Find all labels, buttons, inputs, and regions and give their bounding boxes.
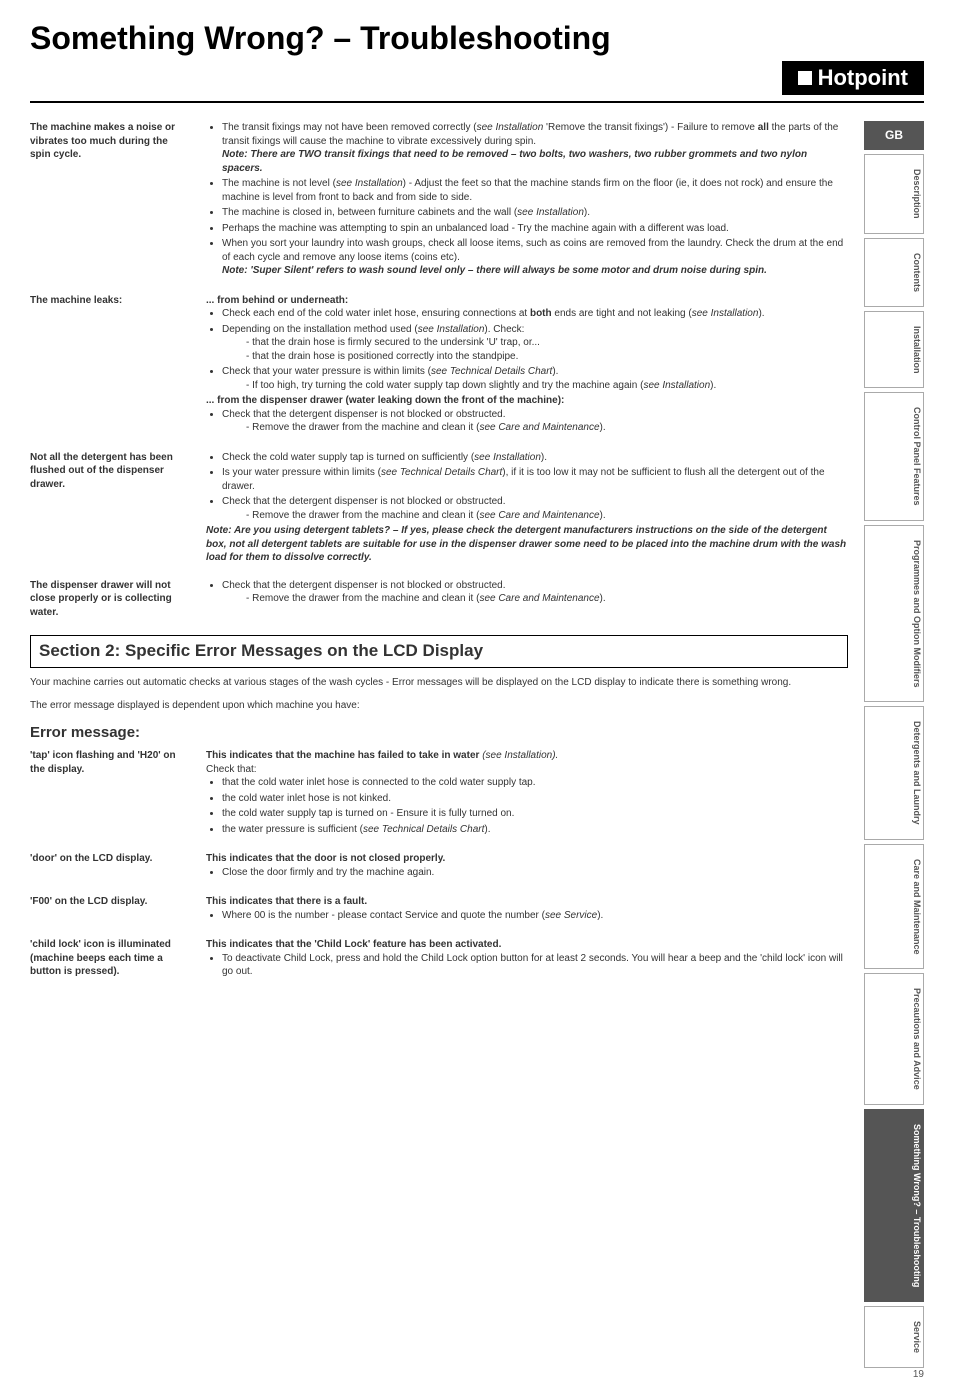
row-error-tap: 'tap' icon flashing and 'H20' on the dis… bbox=[30, 749, 848, 838]
tab-installation[interactable]: Installation bbox=[864, 311, 924, 389]
brand-badge: Hotpoint bbox=[782, 61, 924, 95]
section2-intro2: The error message displayed is dependent… bbox=[30, 699, 848, 713]
dispenser-bullet-1: Check that the detergent dispenser is no… bbox=[222, 579, 848, 606]
row-detergent-label: Not all the detergent has been flushed o… bbox=[30, 451, 190, 565]
tab-programmes[interactable]: Programmes and Option Modifiers bbox=[864, 525, 924, 703]
content-wrap: The machine makes a noise or vibrates to… bbox=[30, 121, 924, 1368]
error-tap-label: 'tap' icon flashing and 'H20' on the dis… bbox=[30, 749, 190, 838]
leaks-bullet-2: Depending on the installation method use… bbox=[222, 323, 848, 364]
row-noise-label: The machine makes a noise or vibrates to… bbox=[30, 121, 190, 280]
leaks-heading-2: ... from the dispenser drawer (water lea… bbox=[206, 394, 848, 408]
row-dispenser-body: Check that the detergent dispenser is no… bbox=[206, 579, 848, 620]
error-child-label: 'child lock' icon is illuminated (machin… bbox=[30, 938, 190, 981]
row-leaks-body: ... from behind or underneath: Check eac… bbox=[206, 294, 848, 437]
tap-bullet-1: that the cold water inlet hose is connec… bbox=[222, 776, 848, 790]
leaks-heading-1: ... from behind or underneath: bbox=[206, 294, 848, 308]
child-bullet-1: To deactivate Child Lock, press and hold… bbox=[222, 952, 848, 979]
noise-note-1: Note: There are TWO transit fixings that… bbox=[222, 148, 848, 175]
page-number: 19 bbox=[913, 1369, 924, 1380]
leaks-bullet-3: Check that your water pressure is within… bbox=[222, 365, 848, 392]
row-noise-body: The transit fixings may not have been re… bbox=[206, 121, 848, 280]
row-detergent-body: Check the cold water supply tap is turne… bbox=[206, 451, 848, 565]
error-tap-body: This indicates that the machine has fail… bbox=[206, 749, 848, 838]
leaks-bullet-4: Check that the detergent dispenser is no… bbox=[222, 408, 848, 435]
row-leaks-label: The machine leaks: bbox=[30, 294, 190, 437]
row-error-f00: 'F00' on the LCD display. This indicates… bbox=[30, 895, 848, 924]
tap-bullet-3: the cold water supply tap is turned on -… bbox=[222, 807, 848, 821]
tab-gb[interactable]: GB bbox=[864, 121, 924, 150]
noise-bullet-4: Perhaps the machine was attempting to sp… bbox=[222, 222, 848, 236]
tap-bullet-4: the water pressure is sufficient (see Te… bbox=[222, 823, 848, 837]
noise-bullet-3: The machine is closed in, between furnit… bbox=[222, 206, 848, 220]
noise-bullet-1: The transit fixings may not have been re… bbox=[222, 121, 848, 175]
row-dispenser-label: The dispenser drawer will not close prop… bbox=[30, 579, 190, 620]
error-message-heading: Error message: bbox=[30, 723, 848, 743]
error-door-body: This indicates that the door is not clos… bbox=[206, 852, 848, 881]
noise-bullet-2: The machine is not level (see Installati… bbox=[222, 177, 848, 204]
error-f00-body: This indicates that there is a fault. Wh… bbox=[206, 895, 848, 924]
brand-bar: Hotpoint bbox=[30, 61, 924, 95]
row-dispenser: The dispenser drawer will not close prop… bbox=[30, 579, 848, 620]
detergent-note: Note: Are you using detergent tablets? –… bbox=[206, 524, 848, 565]
error-child-body: This indicates that the 'Child Lock' fea… bbox=[206, 938, 848, 981]
noise-note-2: Note: 'Super Silent' refers to wash soun… bbox=[222, 264, 848, 278]
tap-bullet-2: the cold water inlet hose is not kinked. bbox=[222, 792, 848, 806]
page-title: Something Wrong? – Troubleshooting bbox=[30, 20, 924, 57]
header-divider bbox=[30, 101, 924, 103]
row-error-door: 'door' on the LCD display. This indicate… bbox=[30, 852, 848, 881]
detergent-bullet-1: Check the cold water supply tap is turne… bbox=[222, 451, 848, 465]
brand-text: Hotpoint bbox=[818, 65, 908, 91]
error-f00-label: 'F00' on the LCD display. bbox=[30, 895, 190, 924]
row-leaks: The machine leaks: ... from behind or un… bbox=[30, 294, 848, 437]
f00-bullet-1: Where 00 is the number - please contact … bbox=[222, 909, 848, 923]
section2-intro1: Your machine carries out automatic check… bbox=[30, 676, 848, 690]
tab-detergents[interactable]: Detergents and Laundry bbox=[864, 706, 924, 840]
detergent-bullet-3: Check that the detergent dispenser is no… bbox=[222, 495, 848, 522]
section2-header: Section 2: Specific Error Messages on th… bbox=[30, 635, 848, 668]
noise-bullet-5: When you sort your laundry into wash gro… bbox=[222, 237, 848, 278]
tab-care[interactable]: Care and Maintenance bbox=[864, 844, 924, 970]
row-detergent: Not all the detergent has been flushed o… bbox=[30, 451, 848, 565]
row-error-child: 'child lock' icon is illuminated (machin… bbox=[30, 938, 848, 981]
brand-square-icon bbox=[798, 71, 812, 85]
tab-description[interactable]: Description bbox=[864, 154, 924, 234]
row-noise: The machine makes a noise or vibrates to… bbox=[30, 121, 848, 280]
side-tabs: GB Description Contents Installation Con… bbox=[864, 121, 924, 1368]
door-bullet-1: Close the door firmly and try the machin… bbox=[222, 866, 848, 880]
error-door-label: 'door' on the LCD display. bbox=[30, 852, 190, 881]
tab-contents[interactable]: Contents bbox=[864, 238, 924, 307]
main-column: The machine makes a noise or vibrates to… bbox=[30, 121, 848, 1368]
tab-service[interactable]: Service bbox=[864, 1306, 924, 1368]
tab-control-panel[interactable]: Control Panel Features bbox=[864, 392, 924, 521]
tab-troubleshooting[interactable]: Something Wrong? – Troubleshooting bbox=[864, 1109, 924, 1302]
detergent-bullet-2: Is your water pressure within limits (se… bbox=[222, 466, 848, 493]
tab-precautions[interactable]: Precautions and Advice bbox=[864, 973, 924, 1105]
leaks-bullet-1: Check each end of the cold water inlet h… bbox=[222, 307, 848, 321]
